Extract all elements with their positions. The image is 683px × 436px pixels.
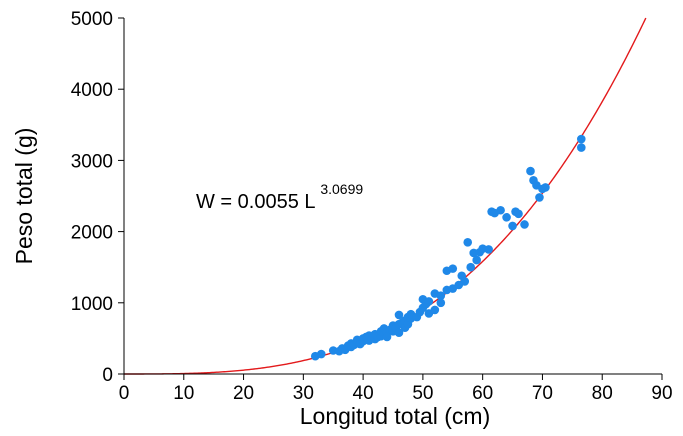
data-point bbox=[436, 298, 446, 308]
x-tick-label: 0 bbox=[119, 383, 130, 404]
data-point bbox=[316, 349, 326, 359]
x-tick-label: 50 bbox=[412, 383, 433, 404]
data-point bbox=[514, 209, 523, 219]
y-tick-label: 5000 bbox=[71, 9, 113, 30]
data-point bbox=[463, 237, 473, 247]
x-tick-label: 90 bbox=[651, 383, 672, 404]
data-point bbox=[484, 245, 493, 254]
x-tick-label: 10 bbox=[173, 383, 194, 404]
data-point bbox=[496, 205, 505, 215]
x-tick-label: 60 bbox=[472, 383, 493, 404]
data-point bbox=[520, 220, 529, 229]
y-tick-label: 4000 bbox=[71, 80, 113, 101]
data-point bbox=[424, 297, 434, 306]
x-tick-label: 70 bbox=[532, 383, 553, 404]
y-tick-label: 0 bbox=[102, 365, 113, 386]
data-point bbox=[535, 193, 544, 202]
data-point bbox=[448, 264, 458, 273]
y-tick-label: 1000 bbox=[71, 294, 113, 315]
data-point bbox=[436, 291, 446, 300]
data-points-layer bbox=[310, 134, 586, 361]
axes-layer: 0 10 20 30 40 50 60 70 80 90 0 1000 2000 3000 4000 5000 bbox=[71, 9, 673, 404]
y-tick-label: 2000 bbox=[71, 223, 113, 244]
x-tick-label: 80 bbox=[592, 383, 613, 404]
data-point bbox=[541, 183, 550, 192]
data-point bbox=[472, 255, 481, 265]
x-tick-label: 20 bbox=[233, 383, 254, 404]
y-axis-title: Peso total (g) bbox=[11, 128, 37, 265]
equation-label: W = 0.0055 L 3.0699 bbox=[196, 181, 363, 213]
data-point bbox=[382, 332, 392, 342]
data-point bbox=[526, 166, 535, 176]
data-point bbox=[460, 277, 470, 286]
data-point bbox=[502, 213, 511, 222]
data-point bbox=[508, 221, 517, 231]
x-tick-label: 40 bbox=[353, 383, 374, 404]
x-axis-title: Longitud total (cm) bbox=[300, 403, 490, 429]
data-point bbox=[466, 262, 476, 272]
data-point bbox=[430, 305, 440, 315]
data-point bbox=[577, 143, 586, 152]
data-point bbox=[577, 134, 586, 144]
equation-prefix: W = 0.0055 L bbox=[196, 191, 315, 213]
equation-exponent: 3.0699 bbox=[320, 181, 363, 197]
data-point bbox=[394, 310, 404, 320]
x-tick-label: 30 bbox=[293, 383, 314, 404]
data-point bbox=[394, 328, 404, 338]
y-tick-label: 3000 bbox=[71, 151, 113, 172]
